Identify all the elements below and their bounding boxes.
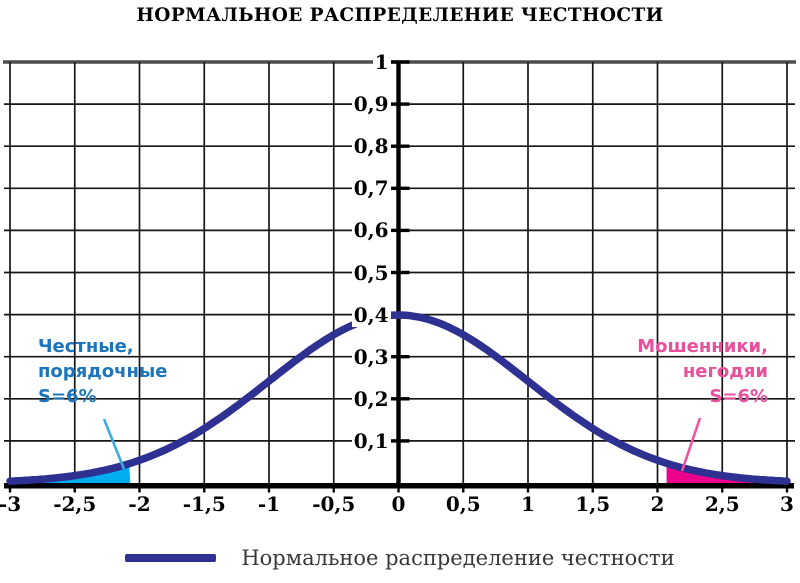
y-axis-tick: [387, 270, 410, 275]
y-tick-label: 0,8: [351, 134, 391, 159]
y-tick-label: 0,4: [351, 302, 391, 327]
x-axis-tick: [462, 488, 465, 493]
left-tail-annotation: Честные, порядочные S=6%: [38, 334, 167, 409]
right-annotation-line-2: негодяи: [682, 361, 768, 382]
chart-title: НОРМАЛЬНОЕ РАСПРЕДЕЛЕНИЕ ЧЕСТНОСТИ: [136, 5, 664, 26]
x-tick-label: -2: [128, 492, 151, 516]
x-axis-tick: [397, 488, 400, 493]
right-callout-line: [680, 417, 702, 472]
y-axis: [396, 62, 401, 489]
x-axis-tick: [203, 488, 206, 493]
x-axis-tick: [73, 488, 76, 493]
y-tick-label: 0,7: [351, 176, 391, 201]
y-tick-label: 1: [372, 50, 391, 74]
x-axis-tick: [267, 488, 271, 493]
left-tail-fill: [10, 463, 131, 484]
legend: Нормальное распределение честности: [0, 543, 800, 573]
legend-line-swatch: [125, 554, 217, 562]
x-tick-label: 2,5: [704, 492, 740, 516]
y-tick-label: 0,2: [351, 386, 391, 411]
y-axis-tick: [387, 355, 410, 359]
x-tick-label: 2: [650, 492, 665, 516]
left-callout-line: [102, 418, 126, 470]
x-axis-tick: [526, 488, 530, 493]
x-tick-label: 1,5: [575, 492, 611, 516]
y-tick-label: 0,3: [351, 344, 391, 369]
x-axis-tick: [721, 488, 724, 493]
x-tick-label: 1: [521, 492, 535, 516]
left-annotation-line-2: порядочные: [38, 361, 168, 382]
x-axis-tick: [332, 488, 335, 493]
right-annotation-area-share: S=6%: [709, 386, 768, 407]
x-tick-label: -0,5: [312, 492, 356, 516]
y-axis-tick: [387, 186, 410, 190]
x-tick-label: -3: [0, 492, 22, 516]
x-axis-tick: [8, 488, 12, 493]
right-tail-fill: [666, 463, 787, 484]
x-axis-tick: [591, 488, 594, 493]
y-axis-tick: [387, 228, 410, 233]
normal-curve: [6, 311, 791, 485]
legend-label: Нормальное распределение честности: [241, 546, 675, 570]
left-annotation-line-1: Честные,: [38, 336, 134, 357]
y-axis-tick: [387, 60, 410, 64]
y-axis-tick: [387, 102, 410, 106]
y-tick-label: 0,6: [351, 218, 391, 243]
y-axis-tick: [387, 439, 410, 443]
x-axis-tick: [138, 488, 141, 493]
right-annotation-line-1: Мошенники,: [637, 336, 768, 357]
x-tick-label: 0: [391, 492, 406, 516]
x-tick-label: 0,5: [445, 492, 481, 516]
x-tick-label: -1: [257, 492, 281, 516]
x-tick-label: -1,5: [182, 492, 226, 516]
y-tick-label: 0,5: [351, 260, 391, 285]
y-axis-tick: [387, 397, 410, 401]
y-axis-tick: [387, 144, 410, 148]
x-axis-tick: [785, 488, 789, 493]
x-axis-tick: [656, 488, 659, 493]
right-tail-annotation: Мошенники, негодяи S=6%: [637, 334, 768, 409]
left-annotation-area-share: S=6%: [38, 386, 97, 407]
y-tick-label: 0,9: [351, 92, 391, 117]
x-tick-label: -2,5: [53, 492, 97, 516]
x-tick-label: 3: [780, 492, 794, 516]
y-tick-label: 0,1: [351, 428, 391, 453]
